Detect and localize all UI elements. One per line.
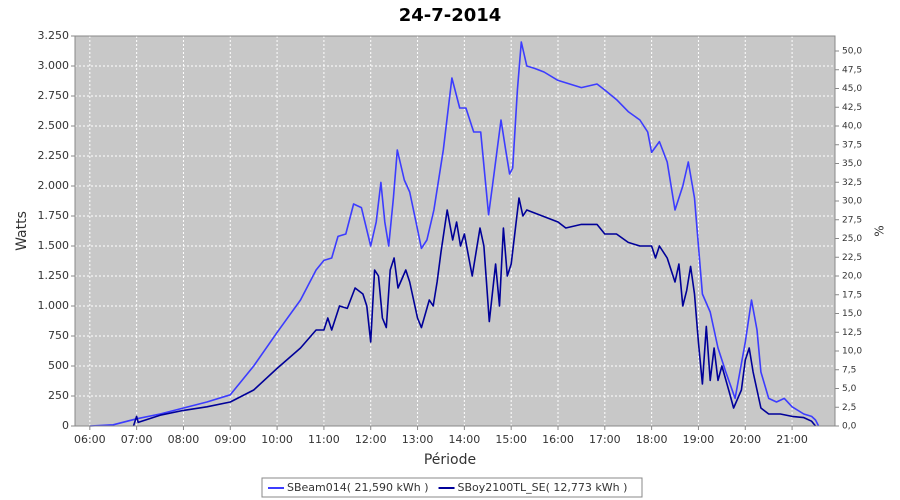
y2-tick-label: 45,0 [842, 84, 862, 94]
x-tick-label: 17:00 [589, 433, 621, 446]
legend-label: SBoy2100TL_SE( 12,773 kWh ) [458, 481, 628, 494]
x-axis-title: Période [424, 452, 476, 468]
y2-tick-label: 47,5 [842, 65, 862, 75]
y2-tick-label: 5,0 [842, 384, 857, 394]
x-tick-label: 20:00 [729, 433, 761, 446]
y-axis-title: Watts [14, 211, 30, 251]
y2-tick-label: 10,0 [842, 347, 862, 357]
x-tick-label: 15:00 [495, 433, 527, 446]
x-tick-label: 08:00 [168, 433, 200, 446]
y2-tick-label: 2,5 [842, 403, 856, 413]
y2-tick-label: 30,0 [842, 197, 862, 207]
y2-tick-label: 42,5 [842, 103, 862, 113]
y2-tick-label: 7,5 [842, 365, 856, 375]
x-tick-label: 11:00 [308, 433, 340, 446]
y2-tick-label: 40,0 [842, 122, 862, 132]
y2-tick-label: 12,5 [842, 328, 862, 338]
x-tick-label: 10:00 [261, 433, 293, 446]
x-tick-label: 16:00 [542, 433, 574, 446]
y2-tick-label: 20,0 [842, 272, 862, 282]
x-tick-label: 07:00 [121, 433, 153, 446]
y-tick-label: 2.750 [38, 89, 70, 102]
y2-tick-label: 0,0 [842, 422, 857, 432]
y-tick-label: 2.500 [38, 119, 70, 132]
y2-tick-label: 22,5 [842, 253, 862, 263]
plot-frame [74, 35, 836, 427]
y-tick-label: 1.750 [38, 209, 70, 222]
y2-tick-label: 27,5 [842, 215, 862, 225]
y-tick-label: 0 [62, 419, 69, 432]
y2-tick-label: 37,5 [842, 140, 862, 150]
y2-tick-label: 50,0 [842, 47, 862, 57]
chart-title: 24-7-2014 [399, 5, 502, 26]
y2-tick-label: 25,0 [842, 234, 862, 244]
y-tick-label: 3.250 [38, 29, 70, 42]
y2-tick-label: 17,5 [842, 290, 862, 300]
grid [75, 35, 835, 427]
y-tick-label: 750 [48, 329, 69, 342]
y-tick-label: 1.250 [38, 269, 70, 282]
x-tick-label: 13:00 [402, 433, 434, 446]
y-tick-label: 1.500 [38, 239, 70, 252]
x-tick-label: 19:00 [683, 433, 715, 446]
y2-axis-title: % [873, 225, 887, 236]
y-tick-label: 250 [48, 389, 69, 402]
y-tick-label: 1.000 [38, 299, 70, 312]
legend-label: SBeam014( 21,590 kWh ) [287, 481, 429, 494]
lines [89, 41, 820, 427]
y2-tick-label: 15,0 [842, 309, 862, 319]
y-tick-label: 3.000 [38, 59, 70, 72]
y-tick-label: 2.250 [38, 149, 70, 162]
x-tick-label: 18:00 [636, 433, 668, 446]
x-tick-label: 14:00 [449, 433, 481, 446]
series-line [89, 41, 820, 427]
y-tick-label: 2.000 [38, 179, 70, 192]
x-tick-label: 09:00 [214, 433, 246, 446]
y2-tick-label: 32,5 [842, 178, 862, 188]
x-tick-label: 06:00 [74, 433, 106, 446]
y-tick-label: 500 [48, 359, 69, 372]
x-tick-label: 21:00 [776, 433, 808, 446]
y2-tick-label: 35,0 [842, 159, 862, 169]
series-line [132, 197, 817, 427]
x-tick-label: 12:00 [355, 433, 387, 446]
